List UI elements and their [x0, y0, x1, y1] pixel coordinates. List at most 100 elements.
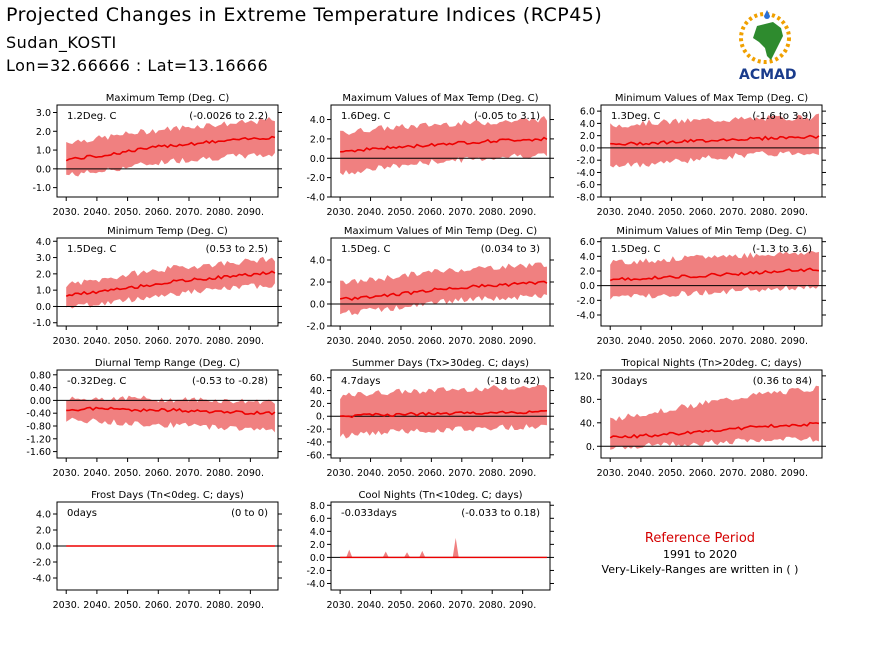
- range-label: (-0.033 to 0.18): [461, 508, 540, 519]
- y-tick-label: 6.0: [580, 237, 595, 248]
- range-label: (0.36 to 84): [753, 376, 812, 387]
- y-tick-label: 6.0: [310, 514, 325, 525]
- x-tick-label: 2050.: [114, 336, 141, 347]
- mean-change-label: 1.2Deg. C: [67, 111, 116, 122]
- y-tick-label: -2.0: [576, 156, 595, 167]
- x-tick-label: 2040.: [83, 336, 110, 347]
- x-tick-label: 2030.: [53, 468, 80, 479]
- x-tick-label: 2070.: [448, 207, 475, 218]
- x-tick-label: 2060.: [418, 600, 445, 611]
- y-tick-label: 40.: [580, 418, 595, 429]
- mean-change-label: 0days: [67, 508, 97, 519]
- x-tick-label: 2030.: [327, 468, 354, 479]
- y-tick-label: -1.20: [26, 434, 51, 445]
- x-tick-label: 2030.: [327, 600, 354, 611]
- y-tick-label: 2.0: [36, 269, 51, 280]
- x-tick-label: 2090.: [237, 600, 264, 611]
- y-tick-label: -4.0: [306, 579, 325, 590]
- band-spike: [404, 552, 411, 558]
- y-tick-label: -0.80: [26, 422, 51, 433]
- mean-line: [65, 270, 276, 297]
- y-tick-label: 2.0: [310, 278, 325, 289]
- y-tick-label: -2.0: [576, 296, 595, 307]
- y-tick-label: 2.0: [310, 134, 325, 145]
- y-tick-label: 40.: [310, 386, 325, 397]
- y-tick-label: 80.: [580, 395, 595, 406]
- y-tick-label: 2.0: [36, 127, 51, 138]
- chart-panel: -1.60 -1.20-0.80 -0.40 0.00 0.40 0.80 2030. 204…: [26, 358, 282, 479]
- coordinates-label: Lon=32.66666 : Lat=13.16666: [6, 56, 269, 75]
- x-tick-label: 2050.: [387, 207, 414, 218]
- y-tick-label: 2.0: [580, 131, 595, 142]
- x-tick-label: 2070.: [175, 600, 202, 611]
- chart-title: Cool Nights (Tn<10deg. C; days): [358, 490, 522, 501]
- y-tick-label: 4.0: [310, 527, 325, 538]
- y-tick-label: 1.0: [36, 146, 51, 157]
- y-tick-label: -1.0: [32, 183, 51, 194]
- y-tick-label: 0.0: [310, 154, 325, 165]
- range-band: [66, 117, 275, 177]
- x-tick-label: 2070.: [448, 600, 475, 611]
- chart-title: Maximum Values of Max Temp (Deg. C): [342, 93, 538, 104]
- y-tick-label: 1.0: [36, 286, 51, 297]
- x-tick-label: 2040.: [627, 207, 654, 218]
- x-tick-label: 2080.: [206, 468, 233, 479]
- range-band: [340, 116, 547, 176]
- chart-title: Tropical Nights (Tn>20deg. C; days): [620, 358, 801, 369]
- x-tick-label: 2030.: [327, 207, 354, 218]
- x-tick-label: 2070.: [719, 207, 746, 218]
- y-tick-label: -0.40: [26, 409, 51, 420]
- band-spike: [382, 551, 389, 558]
- x-tick-label: 2040.: [83, 207, 110, 218]
- plot-frame: [330, 501, 551, 591]
- x-tick-label: 2080.: [479, 468, 506, 479]
- y-tick-label: -2.0: [306, 173, 325, 184]
- reference-period-title: Reference Period: [644, 531, 756, 546]
- y-tick-label: 20.: [310, 399, 325, 410]
- sun-icon: [739, 12, 791, 64]
- mean-line: [340, 409, 548, 419]
- y-tick-label: -6.0: [576, 180, 595, 191]
- mean-change-label: 4.7days: [341, 376, 381, 387]
- chart-title: Minimum Temp (Deg. C): [107, 226, 228, 237]
- x-tick-label: 2080.: [206, 600, 233, 611]
- x-tick-label: 2090.: [781, 468, 808, 479]
- range-label: (-1.6 to 3.9): [752, 111, 812, 122]
- y-tick-label: -1.0: [32, 318, 51, 329]
- x-tick-label: 2040.: [627, 336, 654, 347]
- y-tick-label: -40.: [306, 437, 325, 448]
- range-label: (0.53 to 2.5): [206, 244, 268, 255]
- y-tick-label: -4.0: [306, 193, 325, 204]
- plot-frame: [330, 104, 551, 198]
- y-tick-label: 4.0: [310, 115, 325, 126]
- y-tick-label: 0.0: [36, 542, 51, 553]
- x-tick-label: 2060.: [145, 600, 172, 611]
- band-spike: [419, 550, 426, 558]
- range-band: [66, 395, 275, 433]
- y-tick-label: 0.0: [36, 164, 51, 175]
- x-tick-label: 2060.: [689, 336, 716, 347]
- x-tick-label: 2050.: [658, 207, 685, 218]
- chart-title: Frost Days (Tn<0deg. C; days): [91, 490, 244, 501]
- x-tick-label: 2080.: [206, 336, 233, 347]
- reference-period-note: Very-Likely-Ranges are written in ( ): [601, 563, 799, 576]
- chart-panel: 0. 40. 80. 120. 2030. 2040. 2050. 2060. 2070. 208…: [574, 358, 826, 479]
- location-label: Sudan_KOSTI: [6, 33, 117, 52]
- x-tick-label: 2050.: [114, 468, 141, 479]
- band-spike: [452, 537, 459, 558]
- range-label: (-18 to 42): [487, 376, 540, 387]
- range-band: [340, 384, 547, 439]
- x-tick-label: 2040.: [627, 468, 654, 479]
- x-tick-label: 2040.: [83, 600, 110, 611]
- plot-frame: [56, 237, 279, 327]
- mean-line: [65, 135, 276, 162]
- x-tick-label: 2060.: [145, 207, 172, 218]
- mean-change-label: 1.5Deg. C: [67, 244, 116, 255]
- chart-title: Maximum Temp (Deg. C): [106, 93, 230, 104]
- x-tick-label: 2040.: [357, 600, 384, 611]
- range-label: (-0.53 to -0.28): [192, 376, 268, 387]
- x-tick-label: 2060.: [145, 468, 172, 479]
- y-tick-label: 6.0: [580, 107, 595, 118]
